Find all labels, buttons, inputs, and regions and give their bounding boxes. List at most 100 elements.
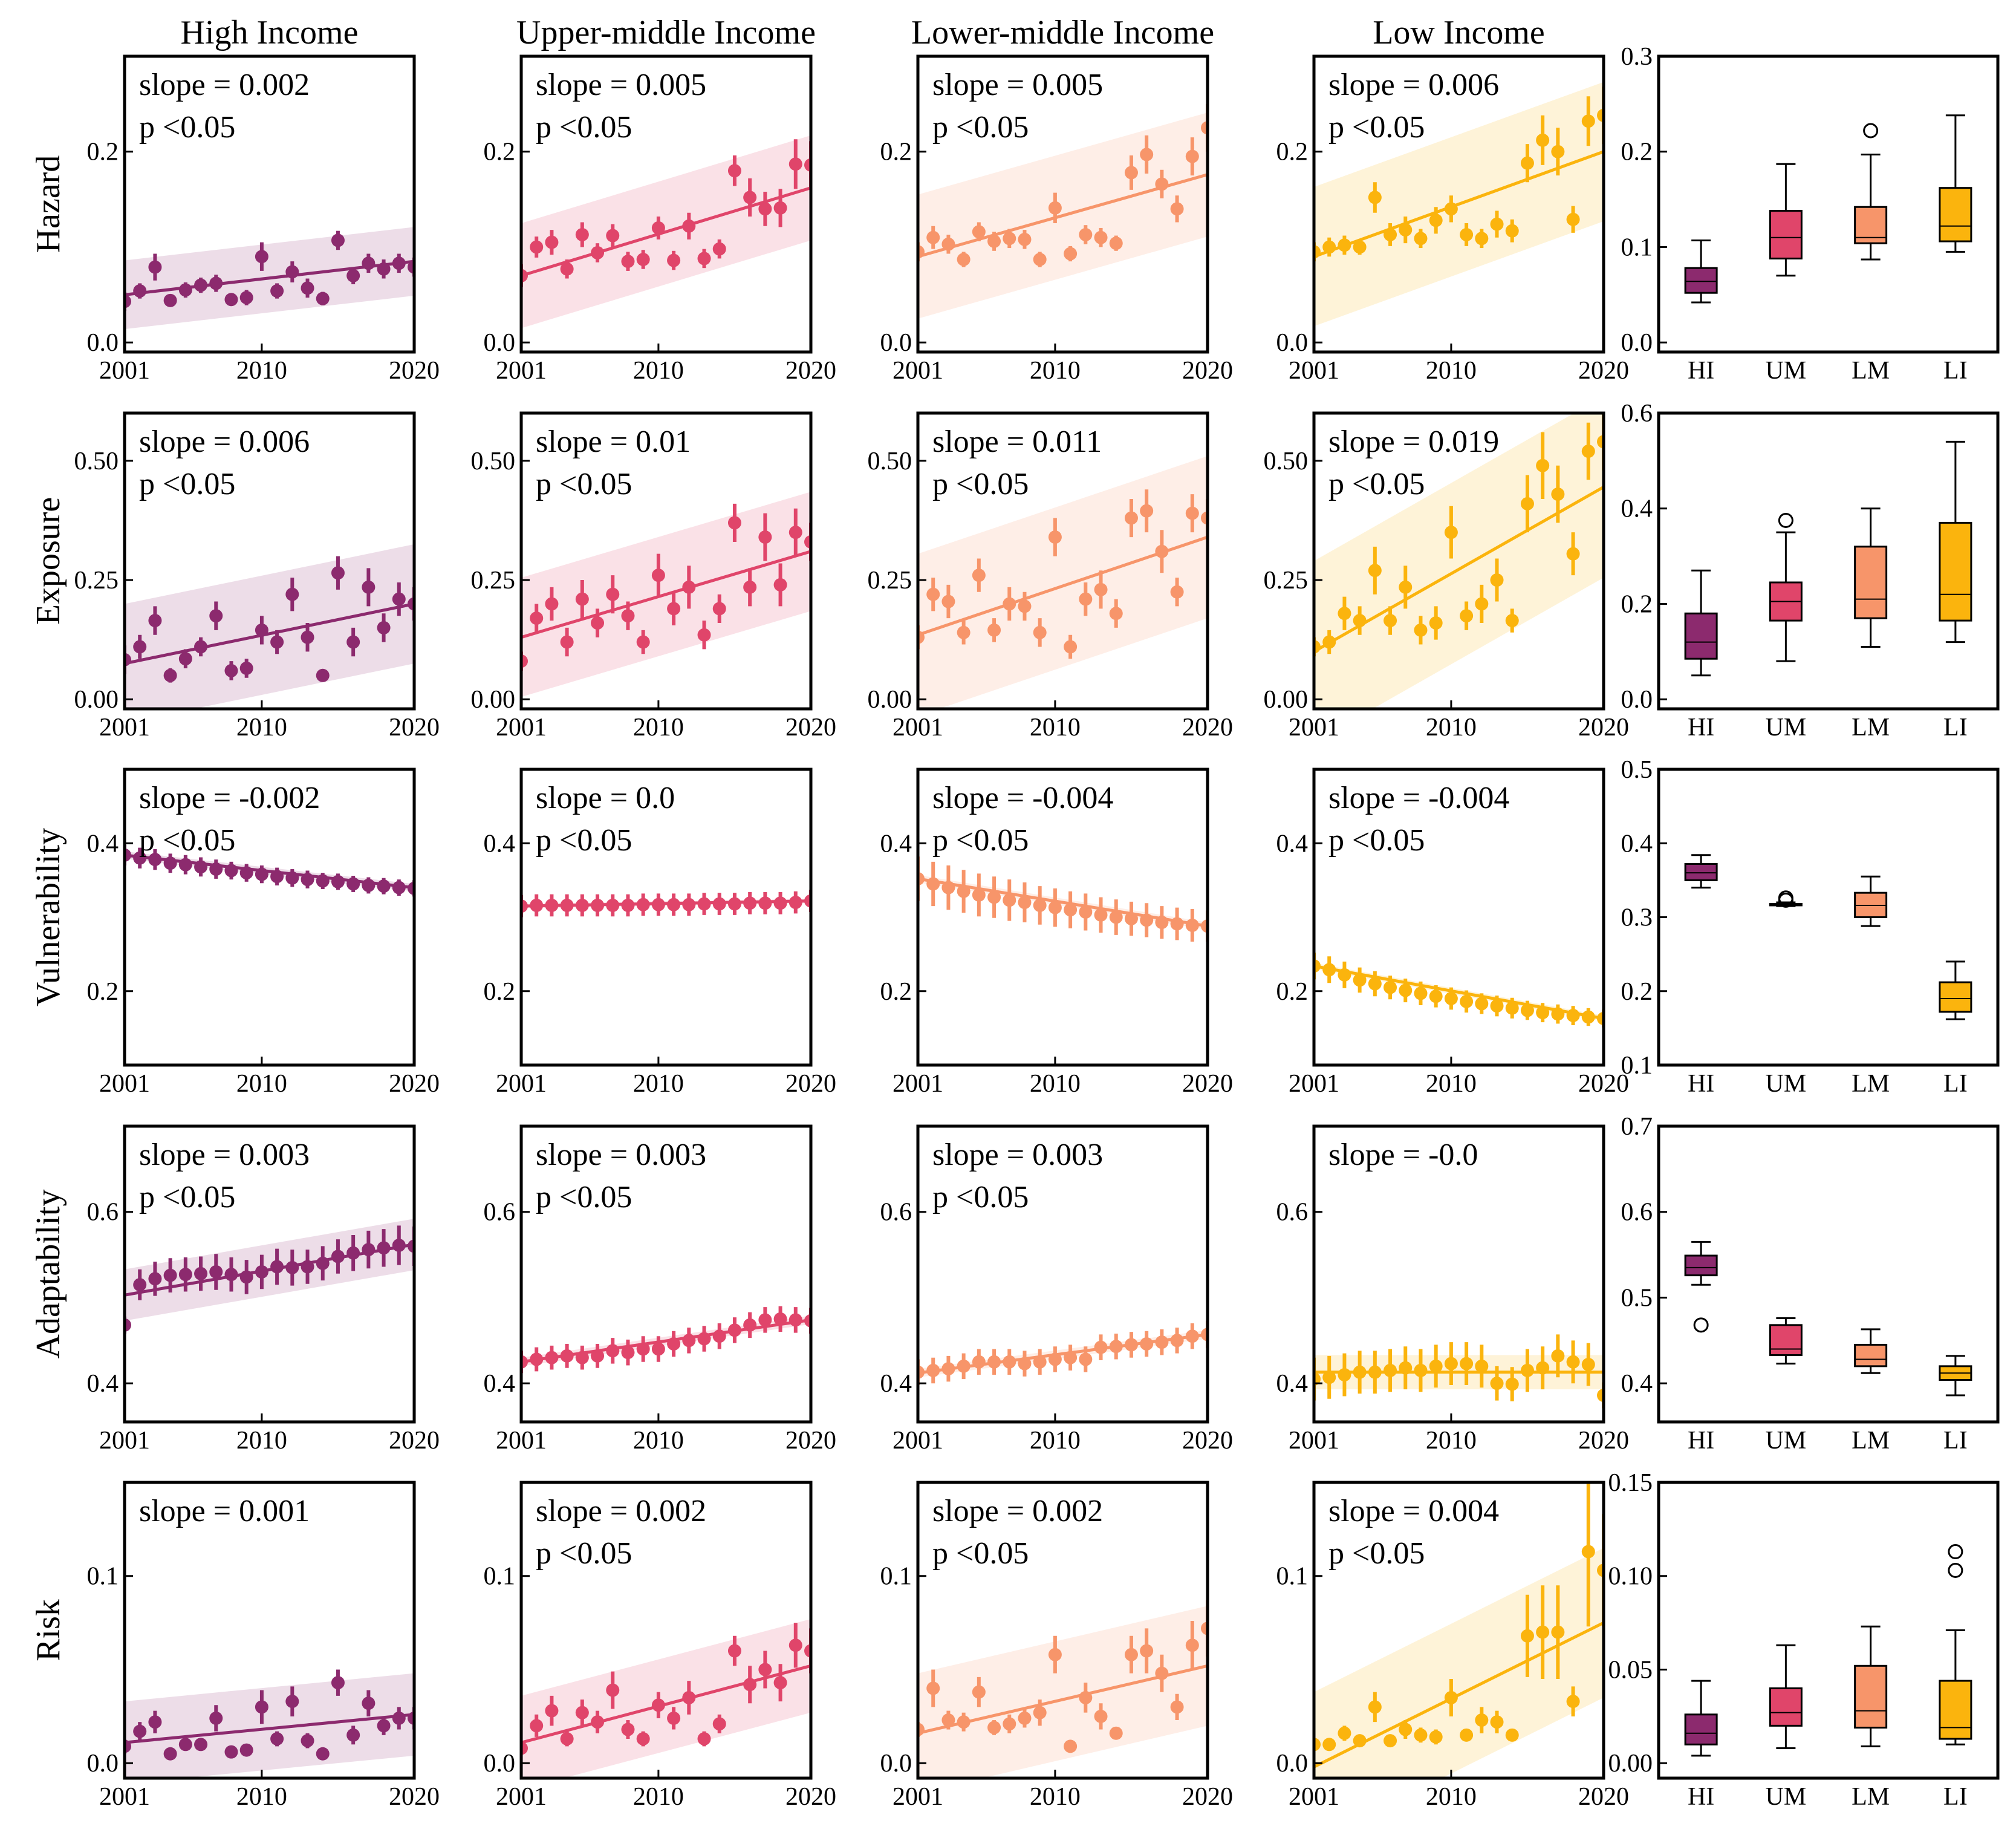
box-panel: HI UM LM LI 0.0 0.1 0.2 0.3 [1621,43,2000,385]
data-point [194,860,208,874]
data-point [1322,1371,1336,1384]
box-panel: HI UM LM LI 0.4 0.5 0.6 0.7 [1621,1113,2000,1455]
x-tick-label: 2020 [1182,1783,1233,1811]
slope-annotation: slope = -0.002 [139,781,320,815]
data-point [1033,898,1047,912]
y-tick-label: 0.00 [74,686,119,714]
y-tick-label: 0.4 [880,830,912,858]
box-iqr [1684,612,1718,660]
trend-line [521,550,811,639]
data-point [636,252,650,266]
data-point [1384,1363,1397,1377]
data-point [789,157,802,171]
p-value-annotation: p <0.05 [139,1180,235,1214]
data-point [758,896,772,910]
data-point [1444,1690,1458,1704]
data-point [1140,504,1154,518]
y-tick-label: 0.2 [484,978,516,1006]
data-point [1520,1629,1534,1643]
data-point [530,898,544,912]
trend-line [521,1664,811,1744]
panel-plot-area [918,1600,1208,1778]
data-point [591,898,605,912]
data-point [1475,597,1489,611]
x-tick-label: 2010 [633,1427,684,1455]
scatter-panel: 0.0 0.2 2001 2010 2020 slope = 0.005 p <0.05 [880,54,1233,385]
data-point [1353,240,1367,254]
data-point [560,262,574,276]
data-point [1597,435,1604,449]
data-point [1597,1011,1604,1025]
data-point [209,862,223,876]
data-point [392,592,406,606]
data-point [255,1265,268,1279]
data-point [1064,1351,1078,1364]
panel-frame [1312,768,1605,1067]
data-point [209,276,223,290]
data-point [1048,1648,1062,1661]
panel-plot-area [1314,82,1604,327]
box-outlier [1778,890,1793,906]
data-point [255,867,268,881]
data-point [1018,1357,1032,1371]
data-point [1429,989,1443,1003]
data-point [636,1342,650,1356]
box-panel: HI UM LM LI 0.1 0.2 0.3 0.4 0.5 [1621,756,2000,1098]
data-point [125,848,131,862]
box-iqr [1854,546,1888,619]
y-tick-label: 0.0 [1276,329,1309,357]
data-point [1536,458,1550,472]
panel-plot-area [521,492,811,697]
confidence-band [125,544,414,709]
y-tick-label: 0.6 [1276,1199,1309,1227]
slope-annotation: slope = 0.0 [536,781,675,815]
data-point [1064,640,1078,654]
scatter-panel: 0.00 0.25 0.50 2001 2010 2020 slope = 0.006 p <… [74,411,440,741]
box-y-tick-label: 0.00 [1608,1750,1653,1778]
data-point [346,1246,360,1260]
data-point [316,292,330,305]
data-point [1460,1357,1474,1371]
data-point [758,1663,772,1677]
box-category-label: LM [1852,714,1890,741]
box-category-label: HI [1688,1783,1714,1811]
scatter-panel: 0.0 0.2 2001 2010 2020 slope = 0.006 p <0.05 [1276,54,1629,385]
data-point [392,1239,406,1253]
data-point [1109,1340,1123,1354]
data-point [560,635,574,649]
data-point [392,1711,406,1725]
y-tick-label: 0.2 [880,139,912,166]
data-point [1094,908,1108,922]
data-point [545,235,559,249]
y-tick-label: 0.4 [87,1370,119,1398]
box-category-label: HI [1688,1427,1714,1455]
panel-frame [1312,1481,1605,1780]
box-iqr [1684,862,1718,881]
data-point [560,898,574,912]
data-point [575,227,589,241]
x-tick-label: 2010 [236,714,287,741]
data-point [1384,1734,1397,1748]
y-tick-label: 0.2 [484,139,516,166]
data-point [1368,564,1382,578]
data-point [1033,1706,1047,1719]
data-point [957,625,971,639]
data-point [1520,497,1534,510]
x-tick-label: 2010 [633,1070,684,1098]
trend-line [521,186,811,278]
data-point [636,1732,650,1746]
data-point [773,1312,787,1326]
box-y-tick-label: 0.05 [1608,1656,1653,1684]
box-category-label: LI [1943,1070,1968,1098]
y-tick-label: 0.4 [1276,1370,1309,1398]
scatter-panel: 0.2 0.4 2001 2010 2020 slope = 0.0 p <0.05 [484,768,836,1098]
scatter-panel: 0.00 0.25 0.50 2001 2010 2020 slope = 0.019 p <… [1264,411,1629,741]
data-point [1581,445,1595,458]
slope-annotation: slope = 0.002 [139,68,310,102]
data-point [1444,991,1458,1005]
box-category-label: LI [1943,1427,1968,1455]
column-title: Upper-middle Income [516,14,816,51]
slope-annotation: slope = -0.004 [932,781,1113,815]
data-point [1368,191,1382,204]
data-point [575,592,589,606]
